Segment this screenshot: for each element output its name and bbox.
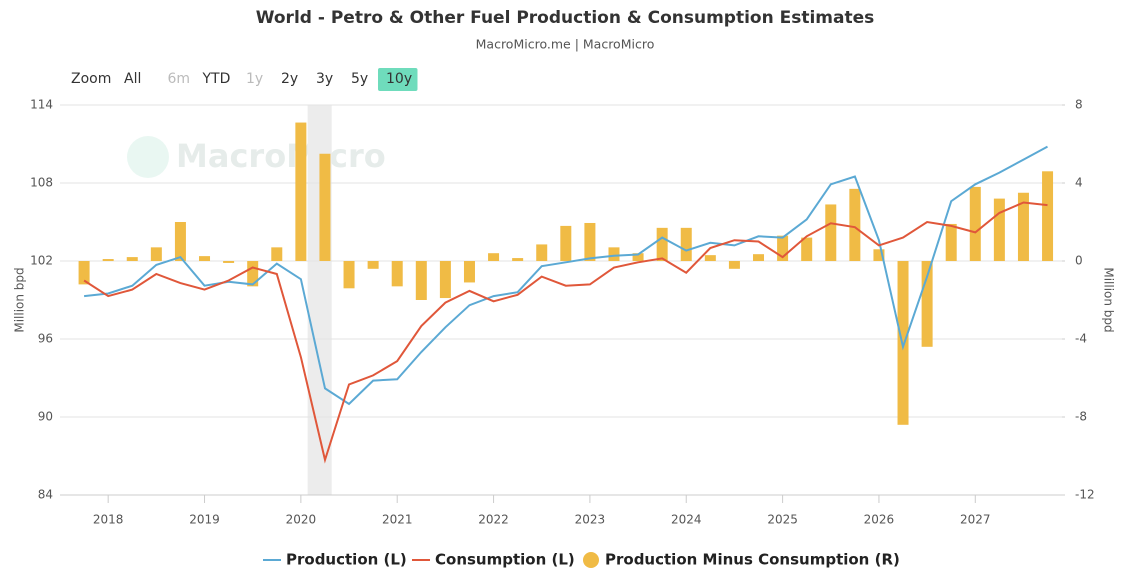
bar	[343, 261, 355, 289]
y2-axis-label: Million bpd	[1102, 267, 1116, 332]
y-axis-label: Million bpd	[13, 267, 27, 332]
y2-tick-label: -4	[1075, 332, 1087, 346]
bar	[993, 198, 1005, 261]
bar	[680, 227, 692, 261]
y2-tick-label: -12	[1075, 488, 1095, 502]
bar	[873, 249, 885, 261]
bar	[921, 261, 933, 347]
x-tick-label: 2025	[767, 513, 798, 527]
y-tick-label: 90	[38, 410, 53, 424]
bar	[656, 227, 668, 261]
zoom-button[interactable]: YTD	[202, 71, 231, 87]
zoom-button[interactable]: 2y	[281, 71, 298, 87]
zoom-button-bg	[378, 68, 418, 91]
x-tick-label: 2024	[671, 513, 702, 527]
bar	[247, 261, 259, 287]
bar	[1042, 171, 1054, 261]
zoom-button[interactable]: 5y	[351, 71, 368, 87]
x-tick-label: 2023	[575, 513, 606, 527]
bar	[223, 261, 235, 263]
bar	[801, 237, 813, 261]
legend-label[interactable]: Production Minus Consumption (R)	[605, 551, 900, 569]
zoom-button[interactable]: All	[124, 71, 141, 87]
zoom-button[interactable]: 6m	[168, 71, 191, 87]
bar	[777, 235, 789, 261]
bar	[295, 122, 307, 261]
bar	[319, 153, 331, 261]
chart-subtitle: MacroMicro.me | MacroMicro	[476, 37, 655, 52]
line	[83, 145, 1048, 406]
bar	[608, 247, 620, 261]
zoom-label: Zoom	[71, 71, 111, 87]
zoom-button[interactable]: 1y	[246, 71, 263, 87]
y2-tick-label: 8	[1075, 98, 1083, 112]
chart-title: World - Petro & Other Fuel Production & …	[256, 8, 875, 28]
legend-swatch	[583, 552, 599, 568]
bar	[704, 255, 716, 261]
y-tick-label: 84	[38, 488, 53, 502]
y2-tick-label: 0	[1075, 254, 1083, 268]
bar	[728, 261, 740, 269]
bar	[560, 225, 572, 261]
bar	[632, 253, 644, 261]
y-tick-label: 96	[38, 332, 53, 346]
bar	[415, 261, 427, 300]
y-tick-label: 108	[30, 176, 53, 190]
zoom-button[interactable]: 3y	[316, 71, 333, 87]
bar	[849, 188, 861, 261]
y-tick-label: 114	[30, 98, 53, 112]
bar	[488, 253, 500, 261]
x-tick-label: 2020	[286, 513, 317, 527]
bar	[174, 222, 186, 261]
bar	[439, 261, 451, 299]
y2-tick-label: -8	[1075, 410, 1087, 424]
y-tick-label: 102	[30, 254, 53, 268]
x-tick-label: 2021	[382, 513, 413, 527]
bar	[512, 258, 524, 261]
x-tick-label: 2019	[189, 513, 220, 527]
bar	[126, 257, 138, 261]
x-tick-label: 2018	[93, 513, 124, 527]
y2-tick-label: 4	[1075, 176, 1083, 190]
x-tick-label: 2027	[960, 513, 991, 527]
bar	[584, 222, 596, 261]
bar	[150, 247, 162, 261]
bar	[367, 261, 379, 269]
bar	[78, 261, 90, 285]
bar	[753, 254, 765, 261]
x-tick-label: 2022	[478, 513, 509, 527]
bar	[391, 261, 403, 287]
bar	[969, 186, 981, 261]
bar	[271, 247, 283, 261]
x-tick-label: 2026	[864, 513, 895, 527]
bar	[945, 223, 957, 261]
bar	[536, 244, 548, 261]
bar	[199, 256, 211, 261]
watermark: MacroMicro	[176, 137, 386, 175]
zoom-button[interactable]: 10y	[386, 71, 412, 87]
bar	[1017, 192, 1029, 261]
legend-label[interactable]: Production (L)	[286, 551, 407, 569]
watermark-logo	[127, 136, 169, 178]
legend-label[interactable]: Consumption (L)	[435, 551, 575, 569]
bar	[825, 204, 837, 261]
bar	[102, 259, 114, 261]
bar	[463, 261, 475, 283]
line	[83, 201, 1048, 464]
